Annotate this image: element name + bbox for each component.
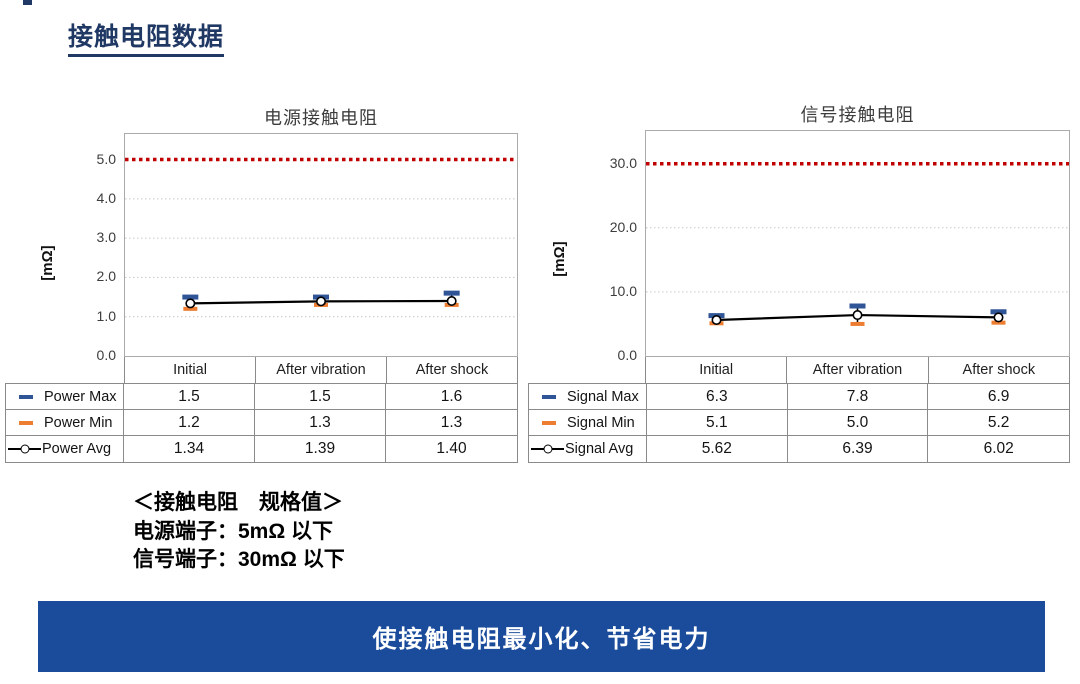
spec-heading: ＜接触电阻 规格值＞ [133, 491, 343, 514]
signal-data-table: Signal Max 6.3 7.8 6.9 Signal Min 5.1 5.… [528, 383, 1070, 463]
conclusion-banner: 使接触电阻最小化、节省电力 [38, 601, 1045, 672]
category-label: Initial [699, 362, 734, 378]
signal-y-axis-label: [mΩ] [551, 241, 568, 277]
page-title: 接触电阻数据 [68, 17, 225, 57]
y-tick-label: 2.0 [96, 268, 116, 285]
legend-label: Signal Min [567, 414, 635, 431]
power-category-axis: Initial After vibration After shock [124, 357, 518, 383]
category-label: Initial [173, 362, 207, 378]
table-cell: 7.8 [787, 384, 929, 410]
category-label: After vibration [786, 357, 927, 383]
legend-label: Signal Avg [565, 441, 634, 457]
legend-power-avg: Power Avg [6, 436, 124, 462]
max-marker [182, 294, 199, 300]
table-cell: 1.5 [255, 384, 386, 410]
table-cell: 1.40 [436, 440, 467, 457]
power-plot-area [124, 133, 518, 357]
y-tick-label: 1.0 [96, 307, 116, 324]
table-cell: 1.3 [386, 410, 517, 436]
table-cell: 1.39 [255, 436, 386, 462]
y-tick-label: 0.0 [96, 347, 116, 363]
table-cell: 5.1 [647, 410, 788, 436]
table-cell: 5.0 [787, 410, 929, 436]
legend-power-min: Power Min [6, 410, 124, 436]
signal-chart-title: 信号接触电阻 [800, 105, 915, 125]
avg-marker [852, 310, 863, 321]
avg-marker [316, 296, 327, 307]
table-cell: 1.3 [255, 410, 386, 436]
legend-signal-avg: Signal Avg [529, 436, 647, 462]
spec-line-power: 电源端子：5mΩ 以下 [133, 519, 334, 543]
table-cell: 1.34 [124, 436, 255, 462]
y-tick-label: 0.0 [617, 347, 637, 363]
min-dash-icon [542, 420, 556, 425]
min-dash-icon [19, 420, 33, 425]
y-tick-label: 4.0 [96, 189, 116, 206]
power-data-table: Power Max 1.5 1.5 1.6 Power Min 1.2 1.3 … [5, 383, 518, 463]
y-tick-label: 20.0 [609, 218, 637, 235]
spec-line-signal: 信号端子：30mΩ 以下 [133, 548, 345, 571]
max-marker [443, 290, 460, 296]
table-cell: 6.9 [928, 384, 1069, 410]
table-cell: 6.3 [647, 384, 788, 410]
table-cell: 1.6 [386, 384, 517, 410]
table-cell: 1.2 [124, 410, 255, 436]
y-tick-label: 3.0 [96, 229, 116, 246]
category-label: After shock [927, 357, 1069, 383]
max-dash-icon [542, 394, 556, 399]
corner-mark [23, 0, 32, 5]
y-tick-label: 5.0 [96, 150, 116, 167]
table-cell: 1.5 [124, 384, 255, 410]
table-cell: 6.02 [983, 440, 1014, 457]
min-marker [850, 321, 865, 326]
table-cell: 6.39 [788, 436, 929, 462]
min-marker [183, 306, 198, 311]
signal-plot-area [645, 130, 1070, 357]
min-marker [991, 320, 1006, 325]
power-chart-title: 电源接触电阻 [264, 108, 378, 128]
avg-marker [185, 298, 196, 309]
y-tick-label: 30.0 [609, 154, 637, 171]
category-label: After vibration [255, 357, 386, 383]
legend-signal-min: Signal Min [529, 410, 647, 436]
table-cell: 5.2 [928, 410, 1069, 436]
spec-block: ＜接触电阻 规格值＞ 电源端子：5mΩ 以下 信号端子：30mΩ 以下 [133, 489, 345, 575]
legend-power-max: Power Max [6, 384, 124, 410]
avg-marker [446, 295, 457, 306]
legend-label: Power Min [44, 414, 113, 431]
legend-label: Signal Max [567, 388, 639, 405]
avg-marker [711, 314, 722, 325]
category-label: After shock [386, 357, 517, 383]
legend-label: Power Max [44, 388, 117, 405]
avg-marker [993, 312, 1004, 323]
y-tick-label: 10.0 [609, 282, 637, 299]
avg-line-icon [531, 448, 564, 450]
power-y-axis-label: [mΩ] [39, 245, 56, 281]
table-cell: 5.62 [647, 436, 788, 462]
max-marker [849, 303, 866, 309]
legend-label: Power Avg [42, 441, 112, 457]
max-marker [990, 309, 1007, 315]
banner-text: 使接触电阻最小化、节省电力 [372, 626, 711, 653]
max-dash-icon [19, 394, 33, 399]
signal-category-axis: Initial After vibration After shock [645, 357, 1070, 383]
avg-line-icon [8, 448, 41, 450]
legend-signal-max: Signal Max [529, 384, 647, 410]
